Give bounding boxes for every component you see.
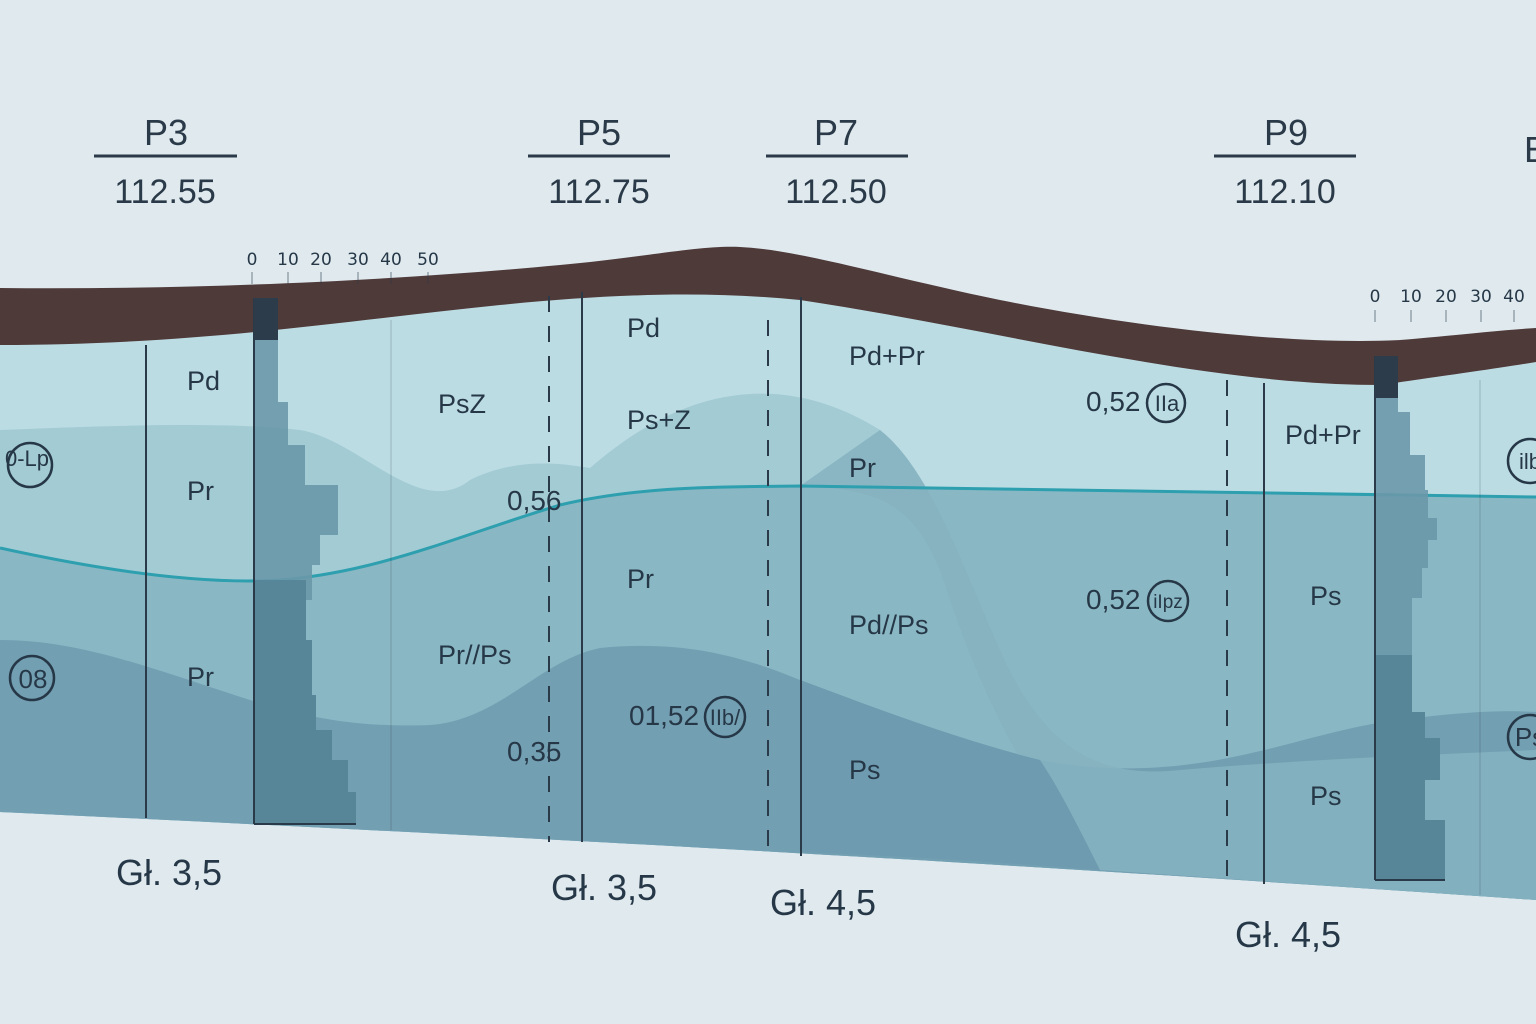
depth-label: Gł. 4,5	[1235, 914, 1341, 955]
badge-text: IIa	[1155, 391, 1180, 416]
borehole-elevation: 112.50	[785, 173, 886, 211]
badge-circle	[1146, 579, 1190, 623]
value-label: 0,52	[1086, 386, 1141, 417]
badge-circle	[6, 441, 54, 489]
casing-cap-right	[1375, 356, 1398, 398]
scale-tick-label: 0	[247, 250, 258, 270]
soil-label: Pd+Pr	[1285, 420, 1361, 450]
penetration-bars-right-lower	[1375, 655, 1445, 880]
badges	[6, 382, 1536, 761]
borehole-elevation: 112.75	[548, 173, 649, 211]
casing-cap-left	[254, 298, 278, 340]
scale-right: 0 10 20 30 40	[1370, 287, 1525, 322]
borehole-header-p5: P5 112.75	[528, 112, 670, 211]
soil-label: Ps+Z	[627, 405, 691, 435]
scale-tick-label: 20	[1435, 287, 1457, 307]
soil-label: Pd+Pr	[849, 341, 925, 371]
depth-labels: Gł. 3,5 Gł. 3,5 Gł. 4,5 Gł. 4,5	[116, 852, 1341, 955]
borehole-name-cut: E	[1524, 129, 1536, 170]
soil-label: Pd	[187, 366, 220, 396]
value-label: 0,56	[507, 485, 562, 516]
badge-text: 08	[19, 664, 48, 694]
badge-text: iIpz	[1153, 592, 1183, 613]
soil-label: PsZ	[438, 389, 486, 419]
borehole-header-p3: P3 112.55	[94, 112, 237, 211]
soil-label: Pr//Ps	[438, 640, 512, 670]
value-label: 01,52	[629, 700, 699, 731]
penetration-profile-left	[253, 298, 356, 825]
badge-text: ilb	[1519, 449, 1536, 474]
badge-texts: 0-Lp 08 IIb/ IIa iIpz ilb Ps	[5, 391, 1536, 752]
badge-circle	[703, 695, 747, 739]
borehole-name: P9	[1264, 112, 1308, 153]
soil-label: Ps	[1310, 781, 1342, 811]
soil-label: Pd	[627, 313, 660, 343]
soil-label: Pr	[187, 476, 214, 506]
depth-label: Gł. 3,5	[551, 867, 657, 908]
soil-label: Pr	[627, 564, 654, 594]
scale-tick-label: 40	[380, 250, 402, 270]
soil-layer-wedge	[800, 430, 1536, 900]
borehole-name: P7	[814, 112, 858, 153]
soil-label: Pr	[849, 453, 876, 483]
borehole-name: P3	[144, 112, 188, 153]
borehole-header-p9: P9 112.10	[1214, 112, 1356, 211]
scale-tick-label: 50	[417, 250, 439, 270]
scale-tick-label: 10	[1400, 287, 1422, 307]
borehole-header-p7: P7 112.50	[766, 112, 908, 211]
dashed-lines	[548, 296, 1228, 882]
scale-tick-label: 30	[347, 250, 369, 270]
badge-text: IIb/	[710, 705, 741, 730]
scale-tick-label: 40	[1503, 287, 1525, 307]
soil-label: Ps	[849, 755, 881, 785]
badge-circle	[1145, 382, 1187, 424]
water-table-line	[0, 484, 1536, 583]
scale-tick-label: 30	[1470, 287, 1492, 307]
depth-label: Gł. 3,5	[116, 852, 222, 893]
soil-label: Pr	[187, 662, 214, 692]
badge-circle	[8, 654, 56, 702]
value-labels: 0,56 0,35 01,52 0,52 0,52	[507, 386, 1141, 767]
badge-circle	[1506, 437, 1536, 485]
badge-text: Ps	[1515, 722, 1536, 752]
borehole-lines	[145, 292, 1481, 895]
penetration-profile-right	[1374, 356, 1445, 881]
borehole-name: P5	[577, 112, 621, 153]
borehole-elevation: 112.10	[1234, 173, 1335, 211]
badge-circle	[1506, 713, 1536, 761]
soil-label: Ps	[1310, 581, 1342, 611]
soil-layer-wedge-dark	[800, 680, 1100, 870]
scale-left: 0 10 20 30 40 50	[247, 250, 439, 284]
soil-labels: Pd Pr Pr PsZ Pr//Ps Pd Ps+Z Pr Pd+Pr Pr …	[187, 313, 1361, 811]
scale-tick-label: 20	[310, 250, 332, 270]
soil-label: Pd//Ps	[849, 610, 929, 640]
badge-text: 0-Lp	[5, 446, 49, 471]
penetration-bars-left-lower	[254, 580, 356, 824]
scale-tick-label: 10	[277, 250, 299, 270]
depth-label: Gł. 4,5	[770, 882, 876, 923]
value-label: 0,35	[507, 736, 562, 767]
borehole-elevation: 112.55	[114, 173, 215, 211]
scale-tick-label: 0	[1370, 287, 1381, 307]
value-label: 0,52	[1086, 584, 1141, 615]
topsoil-band	[0, 246, 1536, 385]
